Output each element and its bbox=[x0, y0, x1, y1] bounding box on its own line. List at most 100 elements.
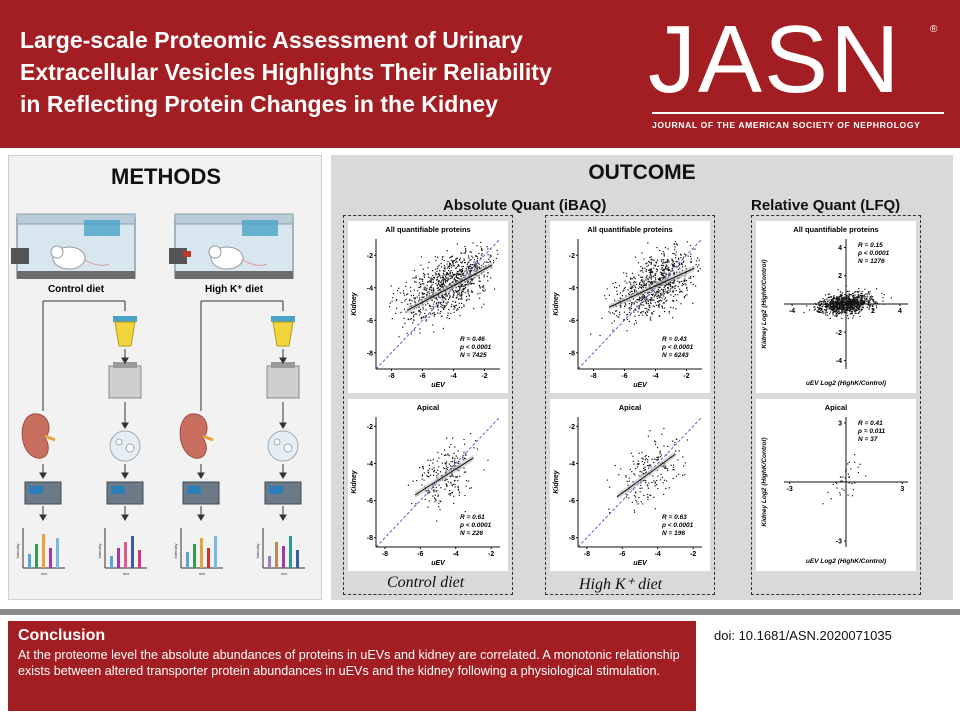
data-point bbox=[441, 453, 443, 455]
data-point bbox=[822, 298, 824, 300]
spectrum-3 bbox=[180, 528, 223, 569]
data-point bbox=[450, 461, 452, 463]
data-point bbox=[833, 301, 835, 303]
data-point bbox=[437, 281, 440, 283]
data-point bbox=[428, 500, 430, 502]
data-point bbox=[651, 299, 653, 301]
data-point bbox=[834, 304, 836, 306]
data-point bbox=[481, 252, 483, 255]
data-point bbox=[457, 462, 459, 464]
data-point bbox=[644, 455, 646, 458]
data-point bbox=[871, 297, 873, 299]
data-point bbox=[820, 304, 822, 306]
data-point bbox=[428, 261, 430, 263]
data-point bbox=[435, 282, 437, 285]
x-tick-label: -8 bbox=[584, 551, 590, 558]
data-point bbox=[875, 301, 877, 303]
data-point bbox=[418, 282, 421, 284]
data-point bbox=[443, 273, 445, 276]
fit-line bbox=[414, 457, 474, 496]
data-point bbox=[429, 491, 431, 493]
data-point bbox=[851, 495, 854, 497]
data-point bbox=[669, 269, 671, 271]
y-tick-label: -6 bbox=[569, 498, 575, 505]
data-point bbox=[857, 312, 859, 315]
data-point bbox=[419, 308, 422, 311]
data-point bbox=[659, 271, 662, 273]
data-point bbox=[649, 299, 651, 301]
data-point bbox=[437, 287, 440, 289]
data-point bbox=[852, 298, 854, 300]
x-tick-label: -2 bbox=[690, 551, 696, 558]
data-point bbox=[663, 268, 665, 270]
data-point bbox=[679, 281, 681, 283]
data-point bbox=[439, 301, 442, 303]
data-point bbox=[656, 296, 658, 298]
data-point bbox=[650, 466, 652, 468]
data-point bbox=[668, 289, 670, 292]
data-point bbox=[489, 260, 491, 262]
data-point bbox=[656, 300, 659, 303]
data-point bbox=[681, 284, 683, 286]
data-point bbox=[663, 493, 665, 495]
data-point bbox=[448, 278, 450, 280]
x-axis-label: uEV bbox=[633, 382, 648, 389]
data-point bbox=[434, 498, 437, 500]
data-point bbox=[665, 291, 667, 293]
data-point bbox=[445, 273, 447, 275]
data-point bbox=[643, 279, 645, 281]
data-point bbox=[423, 287, 425, 289]
data-point bbox=[437, 273, 439, 275]
data-point bbox=[458, 293, 460, 296]
data-point bbox=[630, 303, 633, 306]
data-point bbox=[653, 259, 655, 262]
data-point bbox=[836, 311, 839, 313]
data-point bbox=[841, 311, 843, 314]
data-point bbox=[646, 464, 649, 467]
data-point bbox=[662, 265, 665, 267]
chart-title: Apical bbox=[417, 403, 440, 412]
data-point bbox=[858, 306, 861, 308]
data-point bbox=[853, 310, 855, 312]
vesicles-control bbox=[109, 430, 141, 462]
data-point bbox=[695, 264, 697, 266]
data-point bbox=[409, 286, 412, 289]
data-point bbox=[679, 253, 682, 255]
data-point bbox=[683, 296, 685, 298]
data-point bbox=[662, 482, 664, 484]
data-point bbox=[453, 462, 456, 464]
data-point bbox=[590, 333, 592, 335]
data-point bbox=[483, 276, 485, 278]
data-point bbox=[648, 260, 650, 263]
data-point bbox=[638, 284, 641, 286]
data-point bbox=[468, 298, 470, 300]
data-point bbox=[641, 471, 643, 473]
data-point bbox=[833, 296, 835, 298]
data-point bbox=[841, 307, 843, 309]
data-point bbox=[630, 286, 633, 288]
data-point bbox=[841, 317, 843, 320]
data-point bbox=[827, 297, 829, 299]
data-point bbox=[855, 305, 857, 307]
data-point bbox=[481, 249, 483, 251]
data-point bbox=[675, 243, 678, 245]
data-point bbox=[613, 313, 615, 315]
data-point bbox=[447, 266, 450, 268]
data-point bbox=[638, 452, 640, 454]
data-point bbox=[433, 277, 435, 279]
data-point bbox=[830, 299, 832, 301]
data-point bbox=[449, 492, 451, 495]
data-point bbox=[454, 289, 457, 292]
data-point bbox=[415, 313, 417, 315]
data-point bbox=[616, 290, 618, 292]
data-point bbox=[634, 289, 636, 291]
data-point bbox=[650, 278, 653, 280]
data-point bbox=[470, 269, 472, 272]
x-tick-label: -6 bbox=[417, 551, 423, 558]
data-point bbox=[453, 260, 455, 262]
data-point bbox=[837, 296, 840, 298]
data-point bbox=[859, 299, 862, 301]
data-point bbox=[667, 269, 670, 272]
data-point bbox=[635, 499, 637, 501]
data-point bbox=[436, 299, 438, 301]
